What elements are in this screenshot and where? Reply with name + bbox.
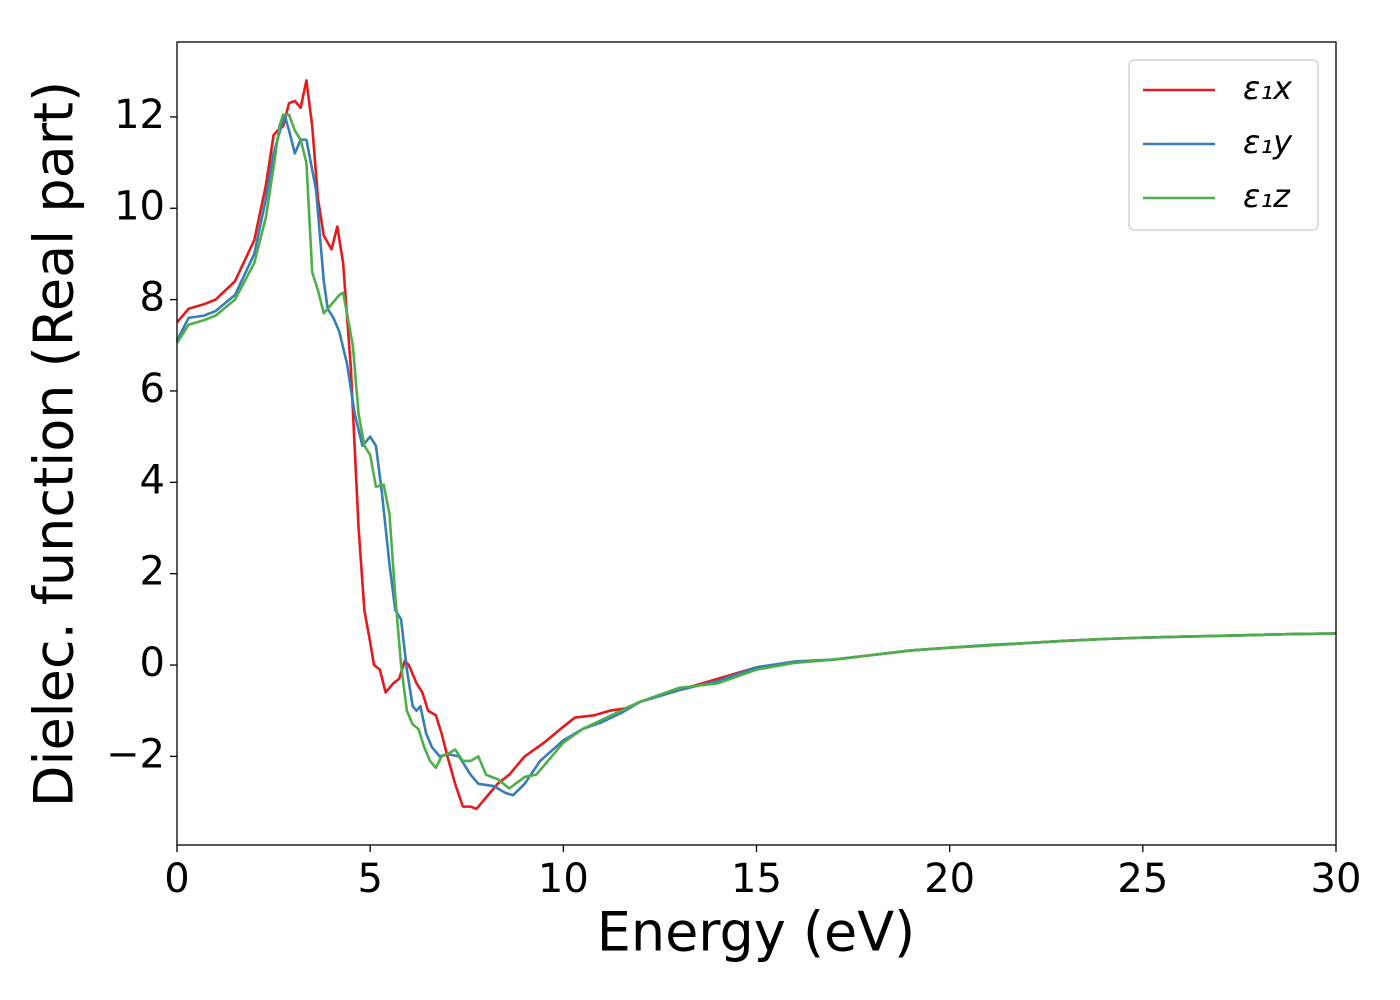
y-tick-label: 10 [114, 183, 165, 229]
legend-label: ε₁x [1243, 69, 1293, 107]
y-tick-label: −2 [106, 731, 165, 777]
x-tick-label: 25 [1117, 856, 1168, 902]
y-tick-label: 8 [140, 275, 165, 321]
y-tick-label: 0 [140, 640, 165, 686]
y-tick-label: 2 [140, 549, 165, 595]
x-axis-label: Energy (eV) [597, 901, 916, 964]
plot-frame [176, 41, 1337, 846]
x-tick-label: 10 [538, 856, 589, 902]
y-tick-label: 4 [140, 457, 165, 503]
x-tick-label: 5 [357, 856, 382, 902]
x-tick-label: 15 [731, 856, 782, 902]
x-tick-label: 0 [164, 856, 189, 902]
legend-box [1128, 59, 1319, 231]
legend-label: ε₁y [1243, 123, 1293, 161]
x-tick-label: 30 [1311, 856, 1362, 902]
y-tick-label: 12 [114, 92, 165, 138]
data-line [175, 113, 1337, 790]
y-tick-label: 6 [140, 366, 165, 412]
y-axis-label: Dielec. function (Real part) [23, 81, 86, 807]
x-tick-label: 20 [924, 856, 975, 902]
legend-label: ε₁z [1243, 177, 1291, 215]
